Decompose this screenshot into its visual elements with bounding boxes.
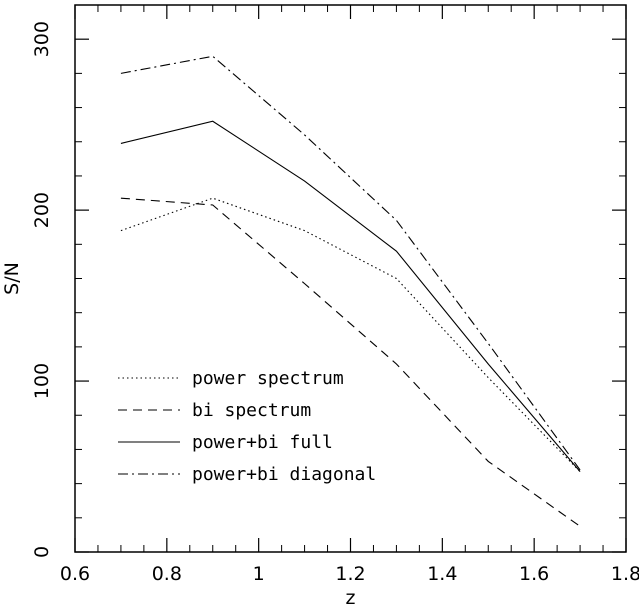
x-tick-label: 1.8 [611, 563, 639, 585]
series-line-power-bi-full [120, 120, 581, 473]
ticks [74, 4, 627, 553]
x-tick-label: 0.6 [60, 563, 90, 585]
legend-label: bi spectrum [192, 400, 311, 421]
legend-label: power spectrum [192, 368, 344, 389]
y-tick-label: 100 [31, 363, 53, 399]
legend-label: power+bi full [192, 432, 333, 453]
x-tick-label: 1.4 [427, 563, 457, 585]
series-line-power-bi-diagonal [120, 55, 581, 471]
legend-label: power+bi diagonal [192, 464, 376, 485]
legend: power spectrum bi spectrum power+bi full po… [118, 368, 376, 485]
y-axis-label: S/N [1, 262, 23, 295]
y-tick-label: 200 [31, 192, 53, 228]
y-tick-label: 0 [31, 546, 53, 558]
y-tick-label: 300 [31, 21, 53, 57]
tick-labels: 0.6 0.8 1 1.2 1.4 1.6 1.8 0 100 200 300 [31, 21, 639, 585]
x-tick-label: 0.8 [152, 563, 182, 585]
x-tick-label: 1.6 [519, 563, 549, 585]
series-line-bi-spectrum [120, 197, 581, 527]
series-line-power-spectrum [120, 197, 581, 473]
x-tick-label: 1 [253, 563, 265, 585]
series-lines [120, 55, 581, 527]
x-tick-label: 1.2 [335, 563, 365, 585]
x-axis-label: z [346, 587, 356, 609]
